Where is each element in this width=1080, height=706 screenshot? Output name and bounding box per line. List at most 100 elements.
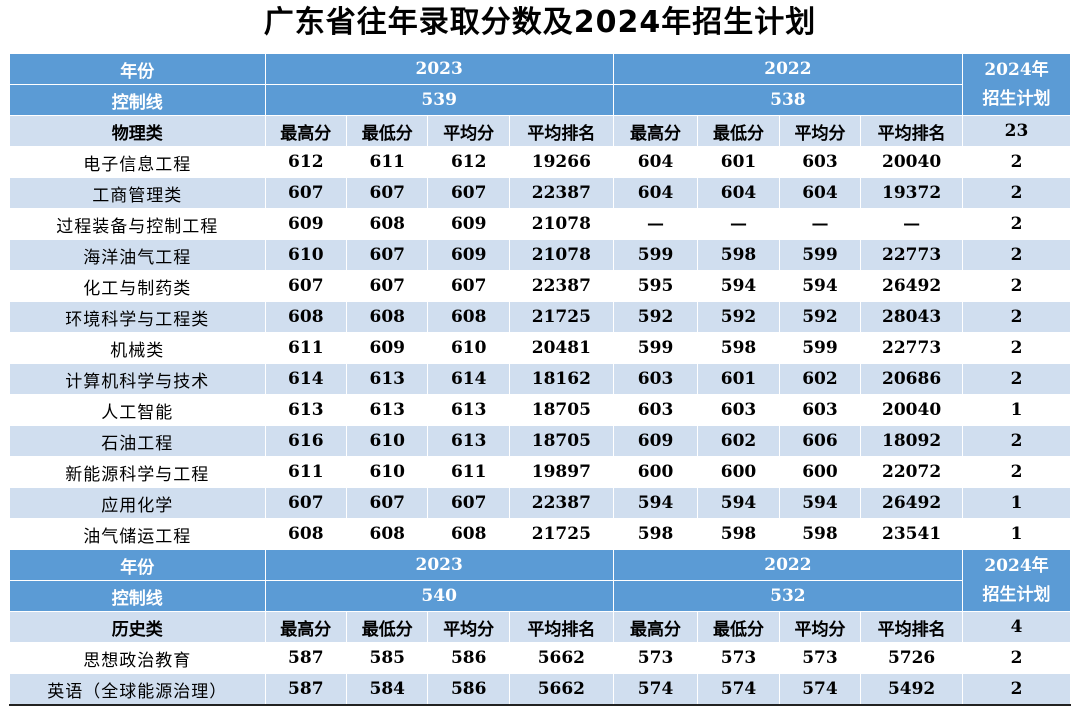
major-name: 环境科学与工程类	[9, 301, 266, 333]
score-cell: 610	[427, 332, 510, 364]
column-header-row: 物理类 最高分 最低分 平均分 平均排名 最高分 最低分 平均分 平均排名 23	[9, 115, 1071, 147]
control-a: 540	[264, 580, 614, 612]
score-cell: 603	[778, 146, 862, 178]
score-cell: 609	[427, 208, 510, 240]
score-cell: 18162	[508, 363, 614, 395]
score-cell: 613	[427, 394, 510, 426]
score-cell: 573	[778, 642, 862, 674]
plan-cell: 2	[962, 425, 1071, 457]
plan-header-line2: 招生计划	[982, 584, 1051, 605]
score-cell: 612	[264, 146, 348, 178]
plan-cell: 2	[962, 301, 1071, 333]
score-cell: 594	[697, 487, 780, 519]
major-name: 人工智能	[9, 394, 266, 426]
table-row: 环境科学与工程类 608 608 608 21725 592 592 592 28043 2	[9, 301, 1071, 333]
score-cell: 598	[697, 518, 780, 550]
score-cell: 23541	[860, 518, 964, 550]
score-cell: 607	[264, 270, 348, 302]
score-cell: 614	[427, 363, 510, 395]
year-a: 2023	[264, 54, 614, 85]
major-name: 石油工程	[9, 425, 266, 457]
score-cell: 22072	[860, 456, 964, 488]
year-b: 2022	[612, 549, 964, 581]
score-cell: 5726	[860, 642, 964, 674]
score-cell: 607	[346, 239, 429, 271]
score-cell: 592	[778, 301, 862, 333]
score-cell: 573	[697, 642, 780, 674]
score-cell: 603	[612, 394, 699, 426]
plan-cell: 2	[962, 239, 1071, 271]
score-cell: 19266	[508, 146, 614, 178]
score-cell: 608	[427, 518, 510, 550]
plan-header-line1: 2024年	[984, 59, 1049, 80]
score-cell: 611	[264, 332, 348, 364]
score-cell: 594	[778, 270, 862, 302]
score-cell: 611	[427, 456, 510, 488]
score-cell: 603	[612, 363, 699, 395]
score-cell: 586	[427, 673, 510, 706]
score-cell: 22387	[508, 177, 614, 209]
control-a: 539	[264, 84, 614, 116]
score-cell: 602	[697, 425, 780, 457]
column-header: 最高分	[264, 611, 348, 643]
total-plan: 23	[962, 115, 1071, 147]
score-cell: 574	[697, 673, 780, 706]
score-cell: 594	[612, 487, 699, 519]
score-cell: 608	[346, 301, 429, 333]
score-cell: 22387	[508, 487, 614, 519]
plan-cell: 1	[962, 518, 1071, 550]
year-label: 年份	[9, 549, 266, 581]
control-line-row: 控制线 540 532	[9, 580, 1071, 612]
score-cell: 592	[612, 301, 699, 333]
table-row: 油气储运工程 608 608 608 21725 598 598 598 23541 1	[9, 518, 1071, 550]
score-cell: 608	[264, 518, 348, 550]
score-cell: 611	[346, 146, 429, 178]
table-row: 思想政治教育 587 585 586 5662 573 573 573 5726 2	[9, 642, 1071, 674]
column-header: 平均分	[427, 115, 510, 147]
score-cell: 608	[346, 518, 429, 550]
column-header: 最低分	[346, 115, 429, 147]
score-cell: 5662	[508, 642, 614, 674]
score-cell: 602	[778, 363, 862, 395]
column-header: 最高分	[612, 611, 699, 643]
score-cell: 607	[264, 487, 348, 519]
score-cell: 608	[427, 301, 510, 333]
major-name: 过程装备与控制工程	[9, 208, 266, 240]
score-cell: —	[860, 208, 964, 240]
score-cell: 587	[264, 673, 348, 706]
score-cell: 607	[346, 487, 429, 519]
control-label: 控制线	[9, 84, 266, 116]
score-cell: 607	[427, 177, 510, 209]
score-cell: 604	[697, 177, 780, 209]
score-cell: 574	[778, 673, 862, 706]
plan-cell: 2	[962, 146, 1071, 178]
score-cell: 18705	[508, 425, 614, 457]
score-cell: 598	[612, 518, 699, 550]
score-cell: 607	[346, 270, 429, 302]
score-cell: 607	[264, 177, 348, 209]
plan-cell: 1	[962, 487, 1071, 519]
score-cell: 574	[612, 673, 699, 706]
score-cell: 603	[778, 394, 862, 426]
plan-header: 2024年 招生计划	[962, 549, 1071, 612]
score-cell: 18092	[860, 425, 964, 457]
score-cell: 22387	[508, 270, 614, 302]
major-name: 工商管理类	[9, 177, 266, 209]
score-cell: 599	[778, 332, 862, 364]
score-cell: 599	[778, 239, 862, 271]
score-cell: 603	[697, 394, 780, 426]
score-cell: 20686	[860, 363, 964, 395]
table-row: 计算机科学与技术 614 613 614 18162 603 601 602 20686 2	[9, 363, 1071, 395]
score-cell: 20040	[860, 146, 964, 178]
column-header: 平均排名	[860, 611, 964, 643]
table-row: 海洋油气工程 610 607 609 21078 599 598 599 22773 2	[9, 239, 1071, 271]
score-cell: 592	[697, 301, 780, 333]
major-name: 计算机科学与技术	[9, 363, 266, 395]
score-cell: 609	[612, 425, 699, 457]
plan-cell: 2	[962, 456, 1071, 488]
score-cell: 608	[346, 208, 429, 240]
major-name: 机械类	[9, 332, 266, 364]
column-header: 平均排名	[860, 115, 964, 147]
score-cell: 608	[264, 301, 348, 333]
year-label: 年份	[9, 54, 266, 85]
